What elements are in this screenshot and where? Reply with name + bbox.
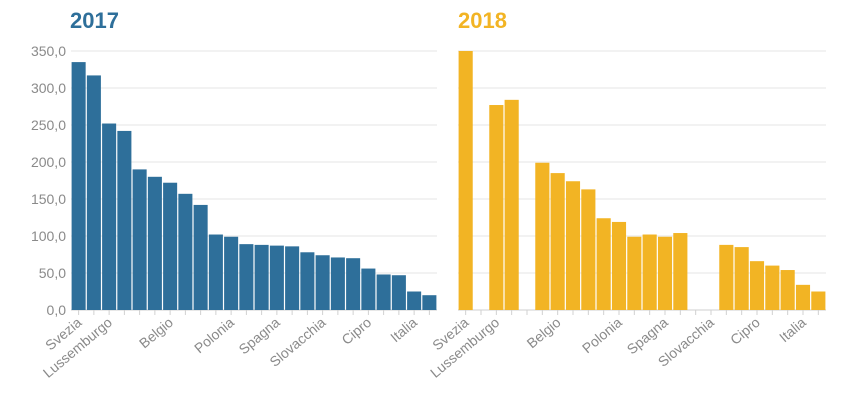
- bar: [193, 204, 208, 310]
- bar: [642, 234, 657, 310]
- x-tick-label: Polonia: [191, 314, 237, 356]
- panel-title: 2018: [458, 8, 507, 33]
- bar: [719, 244, 734, 310]
- bar: [780, 270, 795, 310]
- y-tick-label: 300,0: [31, 80, 66, 96]
- bar: [422, 295, 437, 310]
- bar: [673, 233, 688, 310]
- bar: [361, 268, 376, 310]
- bar: [178, 193, 193, 310]
- bar: [504, 99, 519, 310]
- bar: [458, 51, 473, 310]
- bar: [407, 291, 422, 310]
- y-tick-label: 200,0: [31, 154, 66, 170]
- bar: [734, 247, 749, 310]
- bar: [163, 182, 178, 310]
- bar: [147, 176, 162, 310]
- y-tick-label: 50,0: [39, 265, 66, 281]
- bar: [627, 236, 642, 310]
- bar: [132, 169, 147, 310]
- bar: [391, 275, 406, 310]
- y-tick-label: 150,0: [31, 191, 66, 207]
- y-tick-label: 250,0: [31, 117, 66, 133]
- x-tick-label: Cipro: [727, 314, 763, 348]
- bar: [86, 75, 101, 310]
- x-tick-label: Polonia: [579, 314, 625, 356]
- bar: [657, 236, 673, 310]
- bar: [565, 181, 581, 310]
- bar: [208, 234, 223, 310]
- panel-title: 2017: [70, 8, 119, 33]
- bar: [102, 123, 117, 311]
- y-tick-label: 350,0: [31, 43, 66, 59]
- bar: [811, 291, 826, 310]
- bar: [550, 173, 565, 310]
- bar: [269, 245, 284, 310]
- x-tick-label: Belgio: [136, 314, 176, 351]
- bar: [71, 62, 86, 310]
- bar: [224, 236, 239, 310]
- bar: [765, 265, 780, 310]
- bar: [376, 274, 391, 310]
- bar: [330, 257, 345, 310]
- bar: [239, 244, 254, 310]
- bar: [749, 261, 765, 310]
- x-tick-label: Italia: [776, 314, 809, 345]
- bar: [117, 130, 132, 310]
- bar: [611, 221, 627, 310]
- x-tick-label: Italia: [387, 314, 420, 345]
- bar: [596, 218, 611, 310]
- bar: [795, 284, 811, 310]
- bar: [489, 105, 504, 311]
- bar: [254, 244, 269, 310]
- y-tick-label: 100,0: [31, 228, 66, 244]
- bar: [346, 258, 361, 310]
- bar: [315, 255, 330, 310]
- y-tick-label: 0,0: [47, 302, 67, 318]
- x-tick-label: Belgio: [523, 314, 563, 351]
- bar: [285, 246, 300, 310]
- bar: [300, 252, 315, 310]
- x-tick-label: Cipro: [338, 314, 374, 348]
- bar: [581, 189, 596, 310]
- bar: [535, 162, 550, 310]
